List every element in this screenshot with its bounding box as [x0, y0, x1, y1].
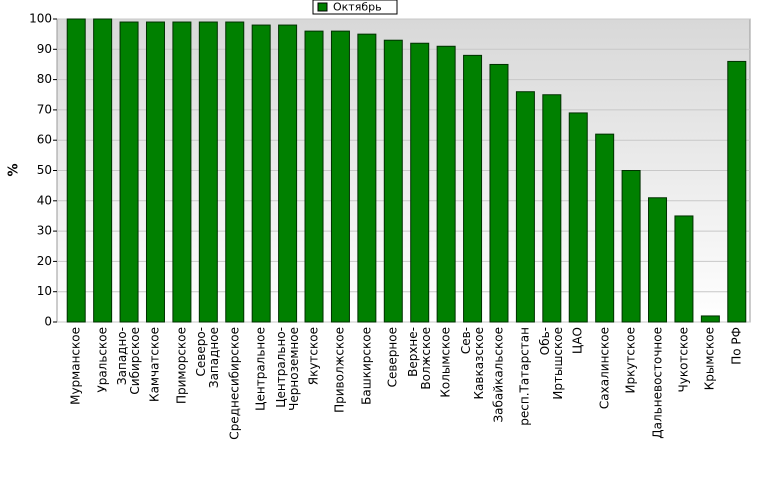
x-tick-label: Дальневосточное [650, 327, 665, 439]
bar [330, 30, 350, 323]
bar [304, 30, 324, 323]
bar [489, 63, 509, 323]
x-tick-label: Центральное [253, 327, 268, 411]
y-tick-label: 60 [37, 133, 52, 147]
bar [410, 42, 430, 323]
x-tick-label: Центрально- Черноземное [273, 327, 301, 411]
x-tick-label: Обь- Иртышское [537, 327, 565, 400]
x-tick-label: Чукотское [676, 327, 691, 393]
x-tick-label: Башкирское [359, 327, 374, 405]
bar [700, 315, 720, 323]
x-tick-label: Мурманское [68, 327, 83, 405]
x-tick-label: респ.Татарстан [517, 327, 532, 426]
bar [621, 170, 641, 323]
x-tick-label: Северо- Западное [194, 327, 222, 389]
y-tick-label: 0 [44, 315, 52, 329]
x-tick-label: Крымское [702, 327, 717, 391]
bar [66, 18, 86, 323]
bar [727, 60, 747, 323]
bar [278, 24, 298, 323]
y-tick-label: 70 [37, 102, 52, 116]
bar [145, 21, 165, 323]
y-tick-label: 40 [37, 193, 52, 207]
x-tick-label: Сахалинское [597, 327, 612, 410]
x-tick-label: ЦАО [570, 327, 585, 354]
bar [648, 197, 668, 323]
bar [436, 45, 456, 323]
x-tick-label: Среднесибирское [227, 327, 242, 440]
bar [198, 21, 218, 323]
legend-swatch [317, 2, 328, 12]
y-tick-label: 20 [37, 254, 52, 268]
bar [93, 18, 113, 323]
x-tick-label: Забайкальское [491, 327, 506, 423]
x-tick-label: Камчатское [147, 327, 162, 402]
bar [515, 91, 535, 323]
y-axis-label: % [7, 163, 22, 176]
x-tick-label: Якутское [306, 327, 321, 386]
x-tick-label: Западно- Сибирское [115, 327, 143, 395]
bar [383, 39, 403, 323]
y-tick-label: 80 [37, 72, 52, 86]
legend-label: Октябрь [333, 1, 382, 14]
bar [568, 112, 588, 323]
x-tick-label: Северное [385, 327, 400, 388]
x-tick-label: Колымское [438, 327, 453, 398]
y-tick-label: 100 [29, 12, 52, 26]
y-tick-label: 10 [37, 284, 52, 298]
bar [251, 24, 271, 323]
x-tick-label: Уральское [95, 327, 110, 393]
bar [674, 215, 694, 323]
bar [119, 21, 139, 323]
x-tick-label: Иркутское [623, 327, 638, 394]
y-tick-label: 50 [37, 163, 52, 177]
x-tick-label: Сев- Кавказское [458, 327, 486, 400]
bar [542, 94, 562, 323]
bar [357, 33, 377, 323]
y-tick-label: 30 [37, 224, 52, 238]
x-tick-label: Верхне- Волжское [405, 327, 433, 390]
y-tick-label: 90 [37, 42, 52, 56]
bar [225, 21, 245, 323]
x-tick-label: Приволжское [332, 327, 347, 413]
x-tick-label: Приморское [174, 327, 189, 405]
bar [595, 133, 615, 323]
legend [312, 0, 398, 15]
bar [463, 54, 483, 323]
bar [172, 21, 192, 323]
x-tick-label: По РФ [729, 327, 744, 365]
